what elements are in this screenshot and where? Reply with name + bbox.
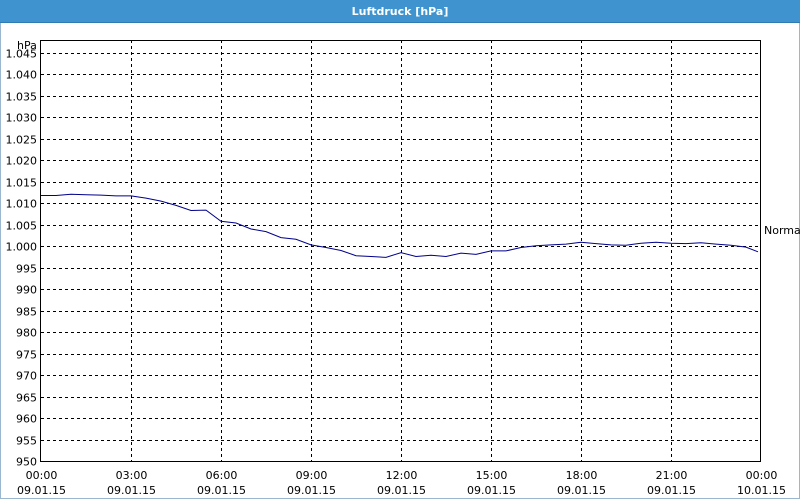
chart-title-bar: Luftdruck [hPa] [0,0,800,23]
y-tick-label: 950 [16,456,37,469]
y-tick-label: 980 [16,327,37,340]
x-tick-date-label: 09.01.15 [467,484,516,497]
y-tick-label: 960 [16,413,37,426]
y-tick-label: 1.035 [6,91,38,104]
y-tick-label: 1.030 [6,112,38,125]
x-tick-date-label: 09.01.15 [287,484,336,497]
y-tick-label: 1.005 [6,220,38,233]
y-tick-label: 1.040 [6,69,38,82]
x-tick-time-label: 15:00 [476,469,508,482]
y-tick-label: 995 [16,263,37,276]
y-tick-label: 1.000 [6,241,38,254]
y-tick-label: 1.010 [6,198,38,211]
y-tick-label: 990 [16,284,37,297]
x-tick-time-label: 06:00 [206,469,238,482]
y-tick-label: 1.020 [6,155,38,168]
chart-title: Luftdruck [hPa] [351,4,449,18]
x-tick-date-label: 09.01.15 [377,484,426,497]
y-tick-label: 1.045 [6,48,38,61]
y-tick-label: 970 [16,370,37,383]
y-tick-label: 975 [16,349,37,362]
x-tick-time-label: 21:00 [656,469,688,482]
x-axis-tick-labels: 00:00 09.01.15 03:00 09.01.15 06:00 09.01.15 0… [17,469,786,497]
x-tick-date-label: 09.01.15 [557,484,606,497]
series-label: Normal [764,224,800,237]
series-line-normal [41,193,759,258]
y-tick-label: 1.015 [6,177,38,190]
y-tick-label: 1.025 [6,134,38,147]
plot-area-border [40,40,761,462]
y-axis-tick-labels: 950 955 960 965 970 975 980 985 990 995 1.000 1.005… [6,48,38,469]
x-tick-date-label: 09.01.15 [197,484,246,497]
x-tick-date-label: 10.01.15 [737,484,786,497]
x-tick-time-label: 03:00 [116,469,148,482]
x-tick-time-label: 00:00 [746,469,778,482]
x-tick-time-label: 18:00 [566,469,598,482]
x-tick-date-label: 09.01.15 [107,484,156,497]
y-tick-label: 965 [16,392,37,405]
x-tick-date-label: 09.01.15 [17,484,66,497]
y-tick-label: 955 [16,435,37,448]
x-tick-time-label: 00:00 [26,469,58,482]
x-tick-time-label: 12:00 [386,469,418,482]
y-axis-unit-label: hPa [17,39,37,52]
x-tick-date-label: 09.01.15 [647,484,696,497]
series-legend: Normal [764,224,800,237]
y-tick-label: 985 [16,306,37,319]
series-group [41,193,759,258]
grid-lines [41,40,761,461]
x-tick-time-label: 09:00 [296,469,328,482]
